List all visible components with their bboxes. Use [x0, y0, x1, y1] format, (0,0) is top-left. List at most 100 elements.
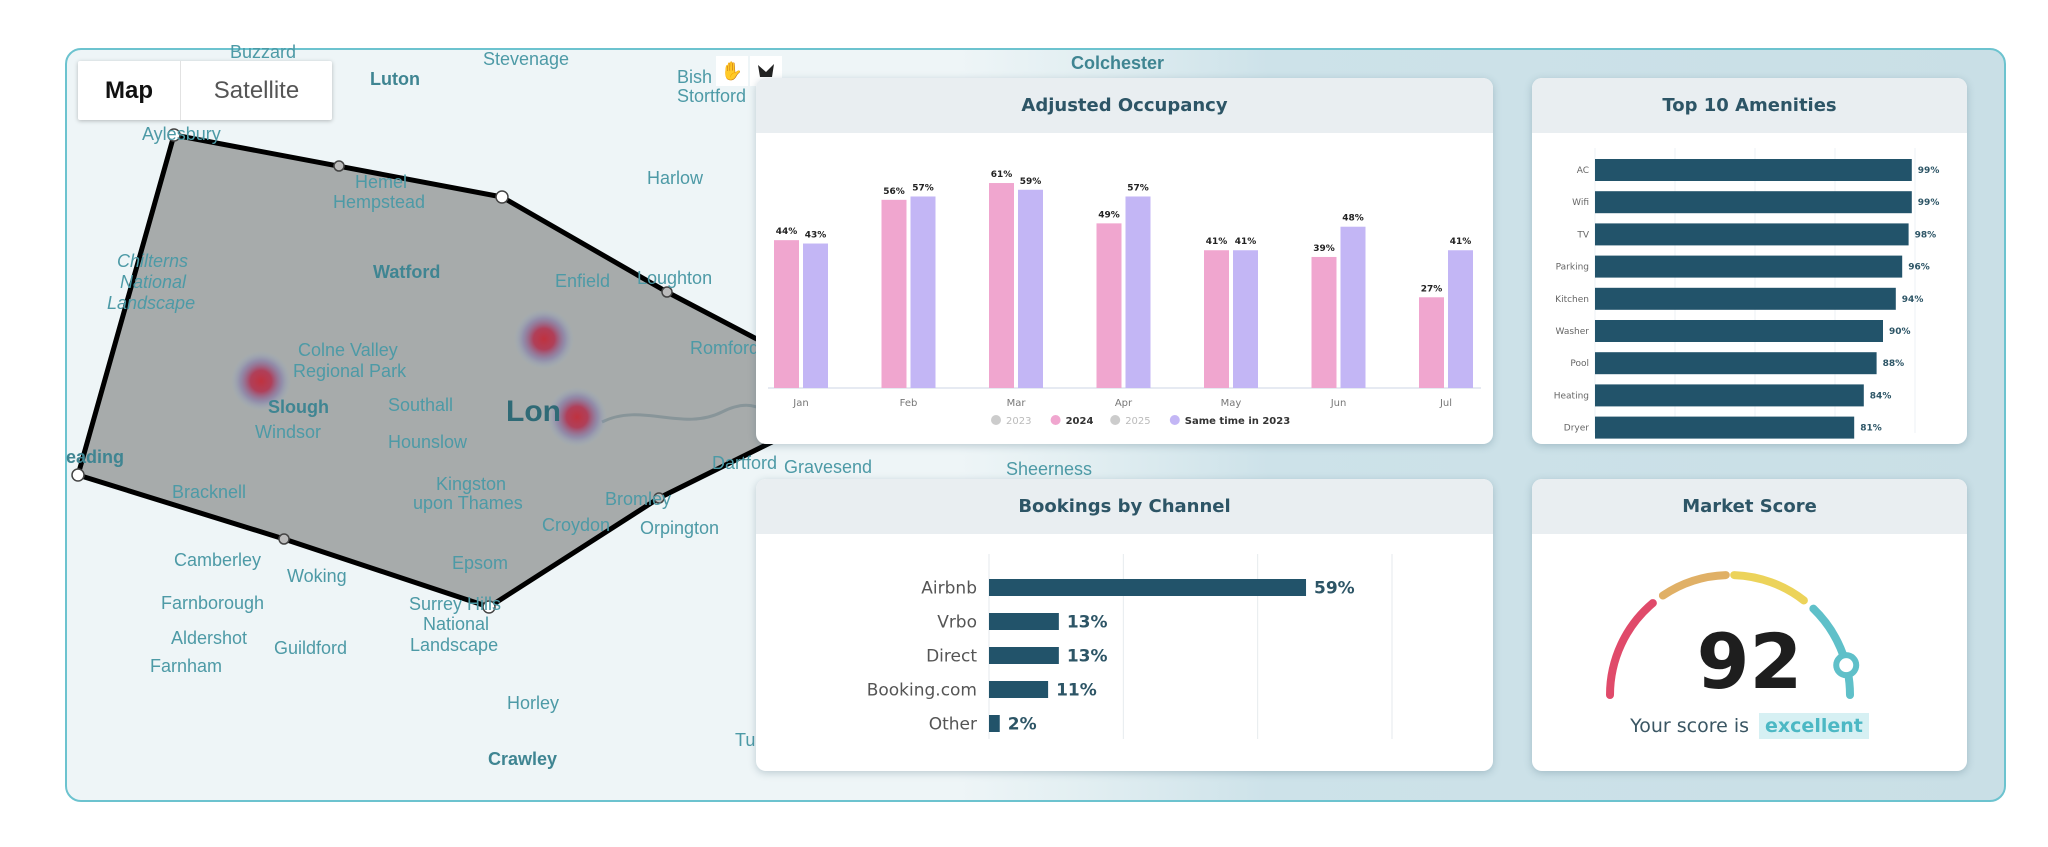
amenity-bar — [1595, 416, 1855, 439]
map-label: Farnham — [150, 656, 223, 676]
data-label: 13% — [1067, 613, 1108, 633]
bar-2024 — [774, 240, 799, 388]
data-label: 84% — [1870, 391, 1892, 401]
y-tick-label: Airbnb — [921, 579, 977, 599]
map-label: Kingston — [436, 474, 507, 494]
amenity-bar — [1595, 352, 1877, 375]
map-label: Guildford — [274, 638, 348, 658]
gauge-segment — [1809, 604, 1854, 699]
amenities-chart: AC 99% Wifi 99% TV 98% Parking 96% Kitchen 94% Was… — [1554, 148, 1940, 439]
bar-same-time-in-2023 — [1340, 226, 1366, 388]
bar-same-time-in-2023 — [1018, 189, 1043, 388]
y-tick-label: Dryer — [1564, 424, 1589, 434]
bar-2024 — [1311, 256, 1337, 388]
vertex-handle[interactable] — [71, 468, 85, 482]
map-label: Windsor — [255, 422, 322, 442]
x-tick-label: Jun — [1330, 398, 1347, 409]
map-label: Slough — [268, 397, 329, 417]
map-label: Landscape — [410, 635, 499, 655]
x-tick-label: Apr — [1115, 398, 1133, 409]
gauge-needle-knob — [1833, 652, 1860, 679]
y-tick-label: Other — [929, 715, 977, 735]
midpoint-handle[interactable] — [653, 492, 665, 504]
midpoint-handle[interactable] — [278, 533, 290, 545]
y-tick-label: Pool — [1570, 359, 1589, 369]
channel-bar — [989, 613, 1059, 630]
polygon-vertex-handles[interactable] — [71, 128, 673, 614]
legend-label: Same time in 2023 — [1185, 416, 1290, 427]
vertex-handle[interactable] — [495, 190, 509, 204]
vertex-handle[interactable] — [482, 600, 496, 614]
area-polygon[interactable] — [75, 132, 775, 610]
map-label: National — [423, 614, 490, 634]
data-label: 81% — [1860, 424, 1882, 434]
map-label: Orpington — [640, 518, 720, 538]
score-gauge — [1606, 571, 1860, 699]
y-tick-label: AC — [1577, 166, 1589, 176]
y-tick-label: Booking.com — [867, 681, 977, 701]
data-label: 61% — [991, 170, 1013, 180]
data-label: 94% — [1902, 295, 1924, 305]
card-title: Top 10 Amenities — [1532, 78, 1967, 133]
map-label: Stevenage — [483, 49, 570, 69]
market-score-card: Market Score 92 Your score is excellent — [1532, 479, 1967, 771]
occupancy-chart: 44% 43% Jan 56% 57% Feb 61% 59% Mar 49% 57% Apr 41% 4… — [768, 170, 1481, 427]
midpoint-handle[interactable] — [333, 160, 345, 172]
map-label: Horley — [507, 693, 560, 713]
map-label: Luton — [370, 69, 420, 89]
data-label: 49% — [1098, 210, 1120, 220]
map-label: Tu — [735, 730, 756, 750]
x-tick-label: Jul — [1439, 398, 1452, 409]
map-label: Surrey Hills — [409, 594, 502, 614]
data-label: 57% — [912, 183, 934, 193]
y-tick-label: Direct — [926, 647, 977, 667]
heat-spot — [231, 351, 291, 411]
vertex-handle[interactable] — [167, 128, 181, 142]
channel-bar — [989, 715, 1000, 732]
map-label: National — [120, 272, 187, 292]
x-tick-label: Mar — [1007, 398, 1027, 409]
heat-spot — [514, 309, 574, 369]
amenity-bar — [1595, 159, 1912, 181]
y-tick-label: TV — [1576, 230, 1589, 240]
map-label: Buzzard — [230, 42, 297, 62]
map-label: Woking — [287, 566, 347, 586]
map-label: Gravesend — [784, 457, 873, 477]
y-tick-label: Heating — [1554, 391, 1589, 401]
legend-label: 2024 — [1066, 416, 1094, 427]
score-rating-badge: excellent — [1759, 713, 1869, 739]
data-label: 98% — [1915, 230, 1937, 240]
y-tick-label: Washer — [1556, 327, 1590, 337]
data-label: 99% — [1918, 198, 1940, 208]
satellite-button[interactable]: Satellite — [213, 76, 300, 104]
map-label: Bish — [677, 67, 713, 87]
y-tick-label: Kitchen — [1555, 295, 1589, 305]
midpoint-handle[interactable] — [661, 286, 673, 298]
map-label: Epsom — [452, 553, 509, 573]
map-label: Chilterns — [117, 251, 189, 271]
bar-2024 — [1096, 223, 1122, 388]
bar-same-time-in-2023 — [1233, 250, 1258, 388]
map-type-control: Map Satellite — [78, 61, 332, 120]
data-label: 2% — [1008, 715, 1037, 735]
legend-marker — [1110, 415, 1121, 425]
map-label: Regional Park — [293, 361, 407, 381]
hand-icon[interactable]: ✋ — [716, 56, 748, 86]
card-title: Bookings by Channel — [756, 479, 1493, 534]
data-label: 13% — [1067, 647, 1108, 667]
map-label: Colne Valley — [298, 340, 398, 360]
bookings-by-channel-card: Bookings by Channel Airbnb 59% Vrbo 13% Dire… — [756, 479, 1493, 771]
map-label: Bracknell — [172, 482, 247, 502]
data-label: 56% — [883, 187, 905, 197]
map-label: Sheerness — [1006, 459, 1093, 479]
heatmap-spots — [231, 309, 607, 447]
y-tick-label: Vrbo — [937, 613, 977, 633]
data-label: 59% — [1314, 579, 1355, 599]
map-label: Crawley — [488, 749, 558, 769]
map-button[interactable]: Map — [78, 61, 181, 120]
data-label: 59% — [1020, 177, 1042, 187]
gauge-segment — [1606, 599, 1657, 699]
data-label: 39% — [1313, 244, 1335, 254]
data-label: 99% — [1918, 166, 1940, 176]
legend-marker — [991, 415, 1001, 425]
